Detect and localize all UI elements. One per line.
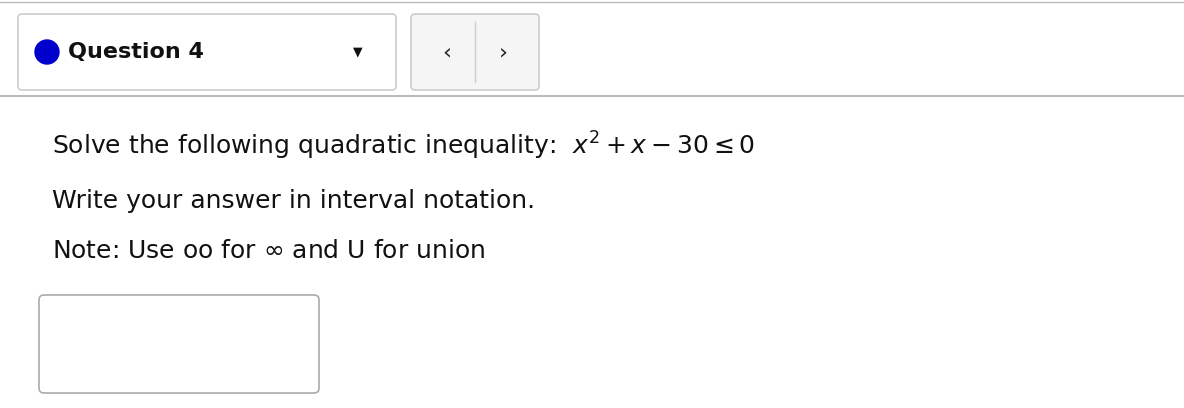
Circle shape [36, 40, 59, 64]
Text: ‹: ‹ [443, 42, 451, 62]
Text: ▼: ▼ [353, 46, 362, 58]
Text: Solve the following quadratic inequality:  $x^2 + x - 30 \leq 0$: Solve the following quadratic inequality… [52, 130, 755, 162]
Text: ›: › [498, 42, 508, 62]
Text: Question 4: Question 4 [67, 42, 204, 62]
FancyBboxPatch shape [411, 14, 539, 90]
FancyBboxPatch shape [18, 14, 395, 90]
Text: Write your answer in interval notation.: Write your answer in interval notation. [52, 189, 535, 213]
Text: Note: Use oo for $\infty$ and U for union: Note: Use oo for $\infty$ and U for unio… [52, 239, 485, 263]
FancyBboxPatch shape [39, 295, 318, 393]
